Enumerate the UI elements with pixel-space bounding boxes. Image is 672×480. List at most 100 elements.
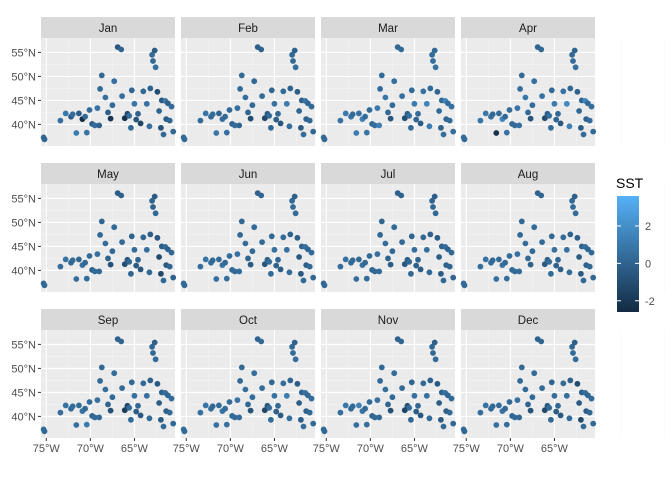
sst-point	[289, 51, 295, 58]
facet-strip-label: Feb	[238, 23, 258, 35]
sst-point	[128, 87, 135, 94]
sst-point	[440, 423, 447, 430]
sst-point	[563, 246, 570, 253]
sst-point	[280, 234, 287, 241]
sst-point	[525, 255, 531, 262]
sst-point	[522, 386, 529, 393]
sst-point	[150, 204, 156, 210]
sst-point	[431, 339, 438, 346]
sst-point	[216, 110, 222, 117]
sst-point	[277, 120, 284, 127]
facet-strip	[41, 17, 175, 38]
sst-point	[436, 108, 442, 114]
facet-strip-label: Sep	[98, 315, 118, 327]
sst-point	[525, 401, 531, 408]
sst-point	[389, 248, 396, 255]
sst-point	[531, 370, 538, 377]
sst-point	[588, 249, 595, 256]
sst-point	[387, 115, 394, 122]
facet-panel-sep: Sep	[40, 309, 289, 438]
sst-point	[574, 234, 581, 241]
sst-point	[234, 105, 241, 111]
sst-point	[496, 402, 502, 409]
sst-point	[527, 115, 534, 122]
sst-point	[41, 428, 48, 435]
sst-point	[539, 93, 545, 99]
sst-point	[450, 420, 457, 427]
sst-point	[387, 407, 394, 414]
sst-point	[300, 423, 307, 430]
sst-point	[294, 380, 301, 387]
sst-point	[249, 394, 256, 401]
sst-point	[111, 224, 118, 231]
sst-point	[121, 407, 128, 414]
sst-point	[213, 422, 220, 428]
sst-point	[294, 234, 301, 241]
sst-point	[273, 408, 280, 415]
facet-strip	[461, 17, 595, 38]
sst-point	[506, 253, 513, 259]
sst-point	[353, 422, 360, 428]
facet-strip	[181, 309, 315, 330]
sst-point	[391, 78, 398, 85]
y-axis-tick-label: 50°N	[11, 71, 36, 83]
sst-point	[546, 404, 553, 411]
sst-point	[242, 94, 249, 101]
sst-point	[261, 115, 268, 122]
sst-point	[569, 51, 575, 58]
sst-point	[563, 100, 570, 107]
sst-point	[529, 248, 536, 255]
sst-point	[378, 218, 385, 225]
sst-point	[446, 117, 453, 124]
sst-point	[321, 282, 328, 289]
sst-point	[408, 379, 415, 386]
sst-point	[578, 270, 584, 277]
sst-point	[376, 122, 383, 129]
sst-point	[283, 246, 290, 253]
sst-point	[432, 356, 439, 363]
sst-point	[57, 263, 64, 270]
sst-point	[237, 378, 244, 384]
sst-point	[374, 397, 381, 403]
sst-point	[337, 263, 344, 270]
sst-point	[461, 428, 468, 435]
sst-point	[429, 51, 435, 58]
sst-point	[517, 86, 523, 92]
sst-point	[258, 338, 265, 345]
sst-point	[560, 380, 567, 387]
sst-point	[529, 102, 536, 109]
sst-point	[249, 248, 256, 255]
sst-point	[440, 131, 447, 138]
sst-point	[62, 402, 69, 409]
sst-point	[356, 110, 362, 117]
facet-strip	[41, 163, 175, 184]
sst-point	[378, 364, 385, 371]
sst-point	[401, 407, 408, 414]
sst-point	[415, 110, 421, 117]
sst-point	[298, 124, 304, 131]
sst-point	[258, 192, 265, 199]
y-axis-tick-label: 55°N	[11, 339, 36, 351]
sst-point	[503, 129, 510, 136]
sst-point	[569, 197, 575, 204]
sst-point	[518, 218, 525, 225]
sst-point	[83, 275, 90, 282]
sst-point	[548, 270, 554, 277]
sst-point	[222, 113, 229, 120]
sst-point	[151, 339, 158, 346]
sst-point	[156, 400, 163, 406]
sst-point	[423, 100, 430, 107]
sst-point	[137, 412, 144, 419]
sst-point	[238, 364, 245, 371]
sst-point	[286, 415, 293, 422]
facet-strip	[461, 163, 595, 184]
sst-point	[135, 110, 141, 117]
sst-point	[306, 409, 313, 416]
sst-point	[86, 107, 93, 113]
sst-point	[337, 409, 344, 416]
sst-point	[234, 397, 241, 403]
sst-point	[97, 378, 103, 384]
sst-point	[286, 123, 293, 130]
sst-point	[482, 402, 489, 409]
